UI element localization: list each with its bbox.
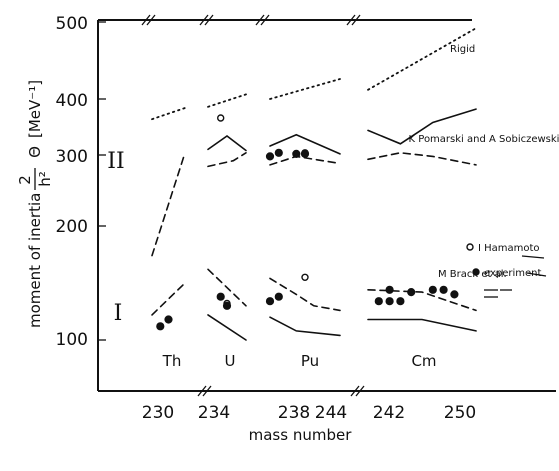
y-axis-title-symbol: Θ: [26, 146, 44, 158]
series-label-pomarski: K Pomarski and A Sobiczewski: [409, 134, 559, 145]
y-axis-title-denominator: h²: [36, 171, 54, 187]
curve-solid-u: [207, 135, 247, 152]
band-label-I: I: [114, 301, 123, 326]
experiment-point-17: [450, 290, 459, 299]
x-tick-label-250: 250: [444, 403, 476, 423]
y-tick-label-400: 400: [56, 91, 88, 111]
experiment-point-13: [385, 285, 394, 294]
experiment-point-2: [216, 292, 225, 301]
experiment-point-8: [292, 149, 301, 159]
point-layer: [156, 114, 480, 331]
curve-dashed-pu-i: [269, 277, 341, 312]
experiment-point-15: [428, 285, 437, 294]
x-tick-label-244: 244: [315, 403, 347, 423]
x-tick-label-242: 242: [373, 403, 405, 423]
curve-solid-cm-i: [367, 318, 477, 332]
hamamoto-point-2: [301, 273, 309, 281]
y-axis-title-words: moment of inertia: [26, 193, 44, 328]
series-label-rigid: Rigid: [450, 44, 475, 55]
curve-dashed-u-i: [207, 268, 247, 307]
y-axis-title-unit: [MeV⁻¹]: [26, 80, 44, 138]
x-tick-label-234: 234: [198, 403, 230, 423]
experiment-point-16: [439, 285, 448, 294]
curve-dotted-pu: [269, 78, 341, 100]
curve-solid-pu: [269, 133, 341, 155]
band-label-II: II: [107, 149, 124, 174]
curve-dashed-cm: [367, 151, 477, 166]
curve-dotted-cm: [367, 27, 477, 91]
curve-solid-u-i: [207, 314, 247, 341]
group-label-th: Th: [162, 352, 182, 370]
experiment-point-0: [156, 322, 165, 331]
x-tick-label-238: 238: [278, 403, 310, 423]
y-axis-title: moment of inertia 2 h² Θ [MeV⁻¹]: [16, 80, 54, 328]
y-tick-label-200: 200: [56, 217, 88, 237]
curve-dashed-th: [151, 152, 186, 257]
series-label-hamamoto: I Hamamoto: [478, 243, 540, 254]
experiment-point-1: [164, 315, 173, 324]
experiment-point-12: [396, 297, 405, 306]
y-tick-label-500: 500: [56, 14, 88, 34]
experiment-point-10: [374, 297, 383, 306]
curve-solid-pu-i: [269, 316, 341, 337]
experiment-point-3: [222, 301, 232, 310]
curve-solid-cm: [367, 108, 477, 145]
leader-line-hamamoto: [521, 255, 545, 259]
axis-break-marks: [141, 14, 365, 397]
x-axis-title: mass number: [249, 426, 353, 444]
group-label-u: U: [225, 352, 236, 370]
group-label-cm: Cm: [411, 352, 436, 370]
y-tick-label-300: 300: [56, 147, 88, 167]
group-label-pu: Pu: [301, 352, 319, 370]
experiment-point-7: [274, 292, 283, 301]
y-tick-marks: [98, 21, 106, 341]
y-axis-title-numerator: 2: [16, 175, 34, 185]
legend-marker-open: [466, 243, 474, 251]
curve-layer: [151, 27, 477, 341]
experiment-point-5: [274, 148, 283, 157]
y-tick-label-100: 100: [56, 330, 88, 350]
experiment-point-11: [385, 297, 394, 306]
curve-dashed-th-i: [151, 282, 186, 316]
curve-dashed-cm-i: [367, 289, 477, 312]
curve-dotted-u: [207, 93, 247, 108]
leader-line-experiment: [526, 272, 547, 277]
series-label-experiment: experiment: [484, 268, 542, 279]
experiment-point-9: [300, 149, 310, 159]
hamamoto-point-0: [216, 114, 225, 122]
legend-marker-filled: [472, 268, 480, 276]
x-tick-label-230: 230: [142, 403, 174, 423]
experiment-point-6: [265, 297, 275, 306]
experiment-point-14: [407, 288, 416, 297]
curve-dashed-u: [207, 152, 247, 168]
series-label-brack: M Brack et al.: [438, 269, 507, 280]
experiment-point-4: [265, 152, 275, 161]
curve-dotted-th: [151, 107, 186, 121]
